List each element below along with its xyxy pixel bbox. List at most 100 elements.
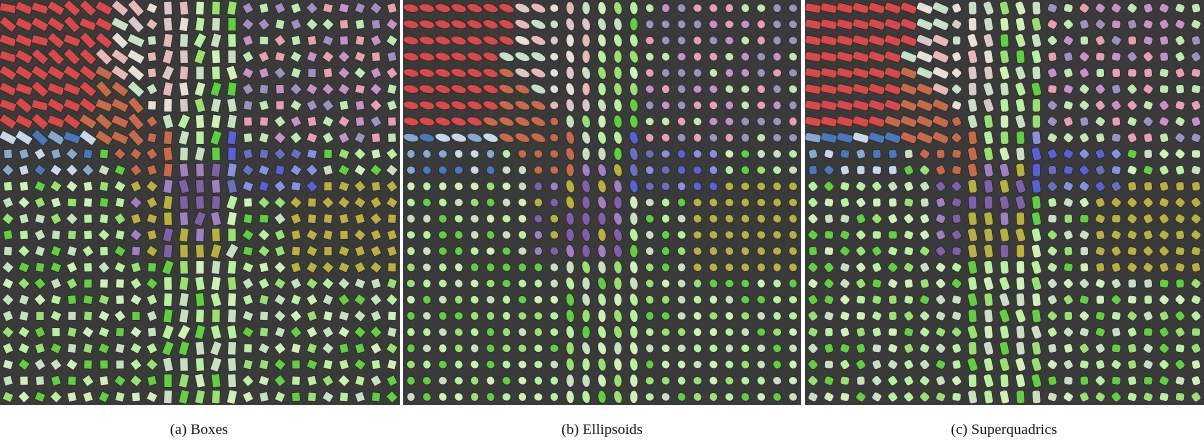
glyph	[1015, 163, 1026, 178]
glyph	[161, 64, 175, 81]
glyph	[369, 212, 383, 226]
glyph	[353, 325, 367, 339]
glyph	[788, 246, 798, 256]
glyph	[51, 229, 61, 241]
glyph	[788, 181, 798, 191]
glyph	[258, 99, 270, 112]
glyph	[661, 116, 671, 127]
glyph	[530, 19, 547, 30]
glyph	[951, 278, 962, 289]
glyph	[94, 65, 114, 81]
glyph	[1063, 181, 1074, 192]
glyph	[1047, 84, 1058, 94]
glyph	[645, 376, 655, 386]
glyph	[677, 230, 687, 240]
glyph	[708, 197, 718, 208]
glyph	[968, 82, 978, 97]
glyph	[385, 179, 399, 193]
glyph	[708, 343, 719, 353]
glyph	[708, 100, 718, 110]
glyph	[772, 84, 782, 94]
glyph	[438, 311, 448, 321]
glyph	[565, 357, 575, 372]
glyph	[454, 295, 464, 305]
glyph	[94, 31, 114, 50]
glyph	[916, 131, 934, 144]
glyph	[530, 100, 547, 111]
glyph	[788, 198, 798, 207]
glyph	[339, 230, 349, 240]
glyph	[406, 246, 416, 256]
glyph	[130, 180, 142, 193]
glyph	[127, 0, 145, 18]
glyph	[967, 49, 978, 64]
glyph	[113, 309, 127, 323]
glyph	[127, 112, 145, 131]
glyph	[868, 83, 886, 95]
glyph	[1063, 391, 1074, 403]
glyph	[756, 376, 766, 386]
glyph	[904, 278, 914, 289]
glyph	[1063, 326, 1074, 338]
glyph	[1175, 181, 1185, 192]
glyph	[549, 149, 559, 159]
glyph	[323, 246, 333, 256]
glyph	[517, 214, 527, 224]
glyph	[242, 293, 254, 306]
glyph	[661, 246, 671, 256]
glyph	[369, 342, 383, 355]
glyph	[999, 162, 1010, 178]
glyph	[708, 214, 719, 224]
glyph	[629, 66, 639, 80]
glyph	[533, 376, 543, 386]
glyph	[371, 19, 381, 30]
glyph	[597, 292, 607, 307]
glyph	[49, 163, 63, 177]
glyph	[438, 360, 448, 369]
glyph	[951, 326, 962, 338]
glyph	[708, 35, 718, 46]
glyph	[403, 68, 420, 78]
glyph	[613, 114, 623, 129]
glyph	[406, 230, 416, 240]
glyph	[17, 325, 31, 339]
glyph	[533, 230, 543, 240]
glyph	[97, 342, 111, 355]
glyph	[274, 18, 286, 30]
glyph	[450, 84, 467, 94]
glyph	[354, 2, 366, 15]
glyph	[629, 228, 639, 242]
glyph	[1143, 68, 1153, 78]
glyph	[581, 114, 591, 129]
glyph	[967, 162, 978, 178]
glyph	[884, 83, 902, 96]
glyph	[1095, 278, 1106, 289]
glyph	[290, 293, 302, 306]
glyph	[306, 148, 318, 160]
glyph	[951, 213, 962, 224]
glyph	[565, 309, 575, 323]
glyph	[211, 179, 221, 194]
glyph	[1047, 197, 1058, 208]
glyph	[1063, 19, 1074, 30]
glyph	[1015, 146, 1026, 161]
glyph	[629, 276, 639, 291]
glyph	[935, 262, 946, 273]
glyph	[502, 311, 511, 321]
glyph	[677, 295, 687, 305]
glyph	[305, 293, 319, 306]
glyph	[241, 180, 255, 193]
glyph	[581, 211, 591, 226]
glyph	[709, 68, 718, 78]
glyph	[517, 278, 527, 289]
glyph	[1143, 132, 1153, 143]
glyph	[871, 343, 882, 353]
glyph	[386, 2, 398, 14]
glyph	[772, 327, 782, 337]
glyph	[756, 214, 766, 224]
glyph	[178, 16, 190, 32]
glyph	[321, 374, 335, 387]
glyph	[645, 117, 655, 126]
glyph	[999, 211, 1010, 226]
glyph	[98, 213, 110, 225]
